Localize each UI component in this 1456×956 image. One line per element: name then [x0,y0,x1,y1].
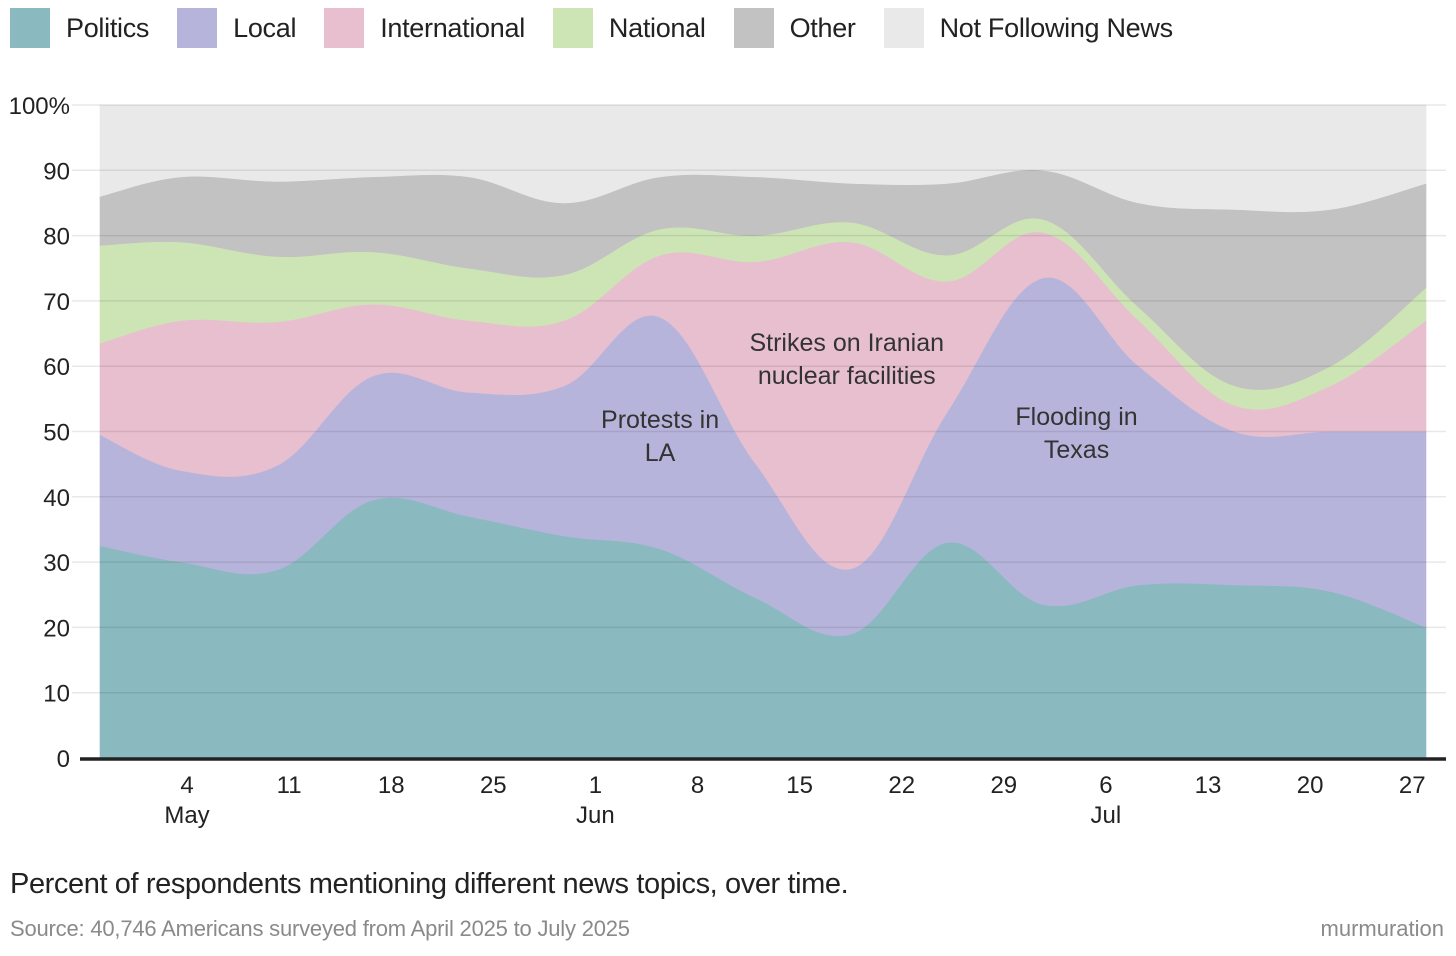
x-tick-label: 29 [990,772,1017,799]
y-tick-label: 80 [43,224,70,251]
y-tick-label: 0 [57,746,70,773]
x-month-label: May [164,802,209,829]
legend-swatch-international [324,8,365,48]
annotation-line: Protests in [601,406,719,434]
legend-swatch-local [177,8,218,48]
annotation: Protests in LA [601,406,719,467]
y-tick-label: 90 [43,158,70,185]
legend-swatch-other [733,8,774,48]
legend-item-not-following: Not Following News [883,8,1173,48]
legend-label-politics: Politics [66,12,150,43]
annotation-line: Strikes on Iranian [749,329,944,357]
legend-swatch-not-following [883,8,924,48]
area-not-following-news [99,104,1427,213]
y-tick-label: 10 [43,681,70,708]
gridlines [72,104,1446,761]
chart-caption: Percent of respondents mentioning differ… [10,868,849,900]
x-month-label: Jul [1091,802,1122,829]
x-tick-label: 11 [277,772,302,799]
x-tick-label: 20 [1297,772,1324,799]
y-tick-label: 70 [43,289,70,316]
annotation-line: Texas [1044,436,1109,464]
area-layers [99,104,1427,759]
x-tick-label: 4 [180,772,193,799]
x-tick-label: 27 [1399,772,1426,799]
x-tick-label: 15 [786,772,813,799]
source-note: Source: 40,746 Americans surveyed from A… [10,916,630,941]
legend-swatch-national [552,8,593,48]
x-month-label: Jun [576,802,615,829]
y-tick-label: 40 [43,485,70,512]
legend-label-other: Other [789,12,856,43]
x-tick-label: 6 [1099,772,1112,799]
legend-label-local: Local [233,12,297,43]
legend-item-national: National [552,8,706,48]
y-tick-label: 100% [9,93,70,120]
annotations: Protests in LA Strikes on Iranian nuclear f… [601,329,1138,467]
x-tick-label: 25 [480,772,507,799]
y-tick-label: 50 [43,420,70,447]
legend-swatch-politics [10,8,50,48]
y-tick-label: 30 [43,550,70,577]
legend-label-not-following: Not Following News [939,12,1173,43]
annotation-line: LA [645,439,676,467]
legend-item-other: Other [733,8,856,48]
x-tick-label: 18 [378,772,405,799]
y-tick-label: 20 [43,615,70,642]
x-tick-label: 1 [589,772,602,799]
annotation: Flooding in Texas [1015,403,1137,464]
x-tick-label: 22 [888,772,915,799]
legend-item-politics: Politics [10,8,149,48]
legend-item-international: International [324,8,525,48]
legend-label-national: National [608,12,706,43]
annotation-line: nuclear facilities [758,362,936,390]
y-axis: 100% 90 80 70 60 50 40 30 20 10 0 [9,93,70,773]
x-tick-label: 13 [1195,772,1222,799]
annotation: Strikes on Iranian nuclear facilities [749,329,944,390]
legend-label-international: International [380,12,525,43]
legend: Politics Local International National Ot… [10,8,1201,48]
legend-item-local: Local [177,8,296,48]
y-tick-label: 60 [43,354,70,381]
x-tick-label: 8 [691,772,704,799]
annotation-line: Flooding in [1015,403,1137,431]
brand-label: murmuration [1320,916,1444,941]
